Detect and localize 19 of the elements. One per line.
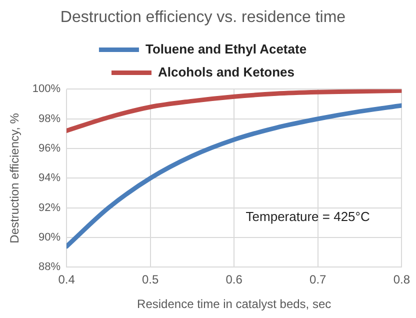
- y-axis-title: Destruction efficiency, %: [8, 112, 22, 244]
- y-tick-label: 96%: [38, 142, 61, 155]
- y-tick-label: 88%: [38, 261, 61, 274]
- chart-title: Destruction efficiency vs. residence time: [60, 9, 346, 26]
- annotation: Temperature = 425°C: [246, 208, 370, 224]
- y-tick-label: 94%: [38, 172, 61, 184]
- x-tick-label: 0.4: [58, 272, 76, 287]
- y-tick-label: 92%: [38, 202, 61, 214]
- x-tick-label: 0.7: [310, 272, 327, 287]
- y-tick-label: 100%: [32, 83, 61, 96]
- x-tick-label: 0.6: [226, 272, 243, 287]
- legend-label: Alcohols and Ketones: [158, 64, 295, 80]
- x-tick-label: 0.5: [142, 272, 159, 287]
- y-tick-label: 90%: [38, 232, 61, 244]
- x-axis-title: Residence time in catalyst beds, sec: [137, 297, 332, 312]
- line-series: [66, 103, 402, 249]
- legend-label: Toluene and Ethyl Acetate: [145, 41, 307, 56]
- x-tick-label: 0.8: [393, 272, 410, 287]
- y-tick-label: 98%: [38, 112, 61, 125]
